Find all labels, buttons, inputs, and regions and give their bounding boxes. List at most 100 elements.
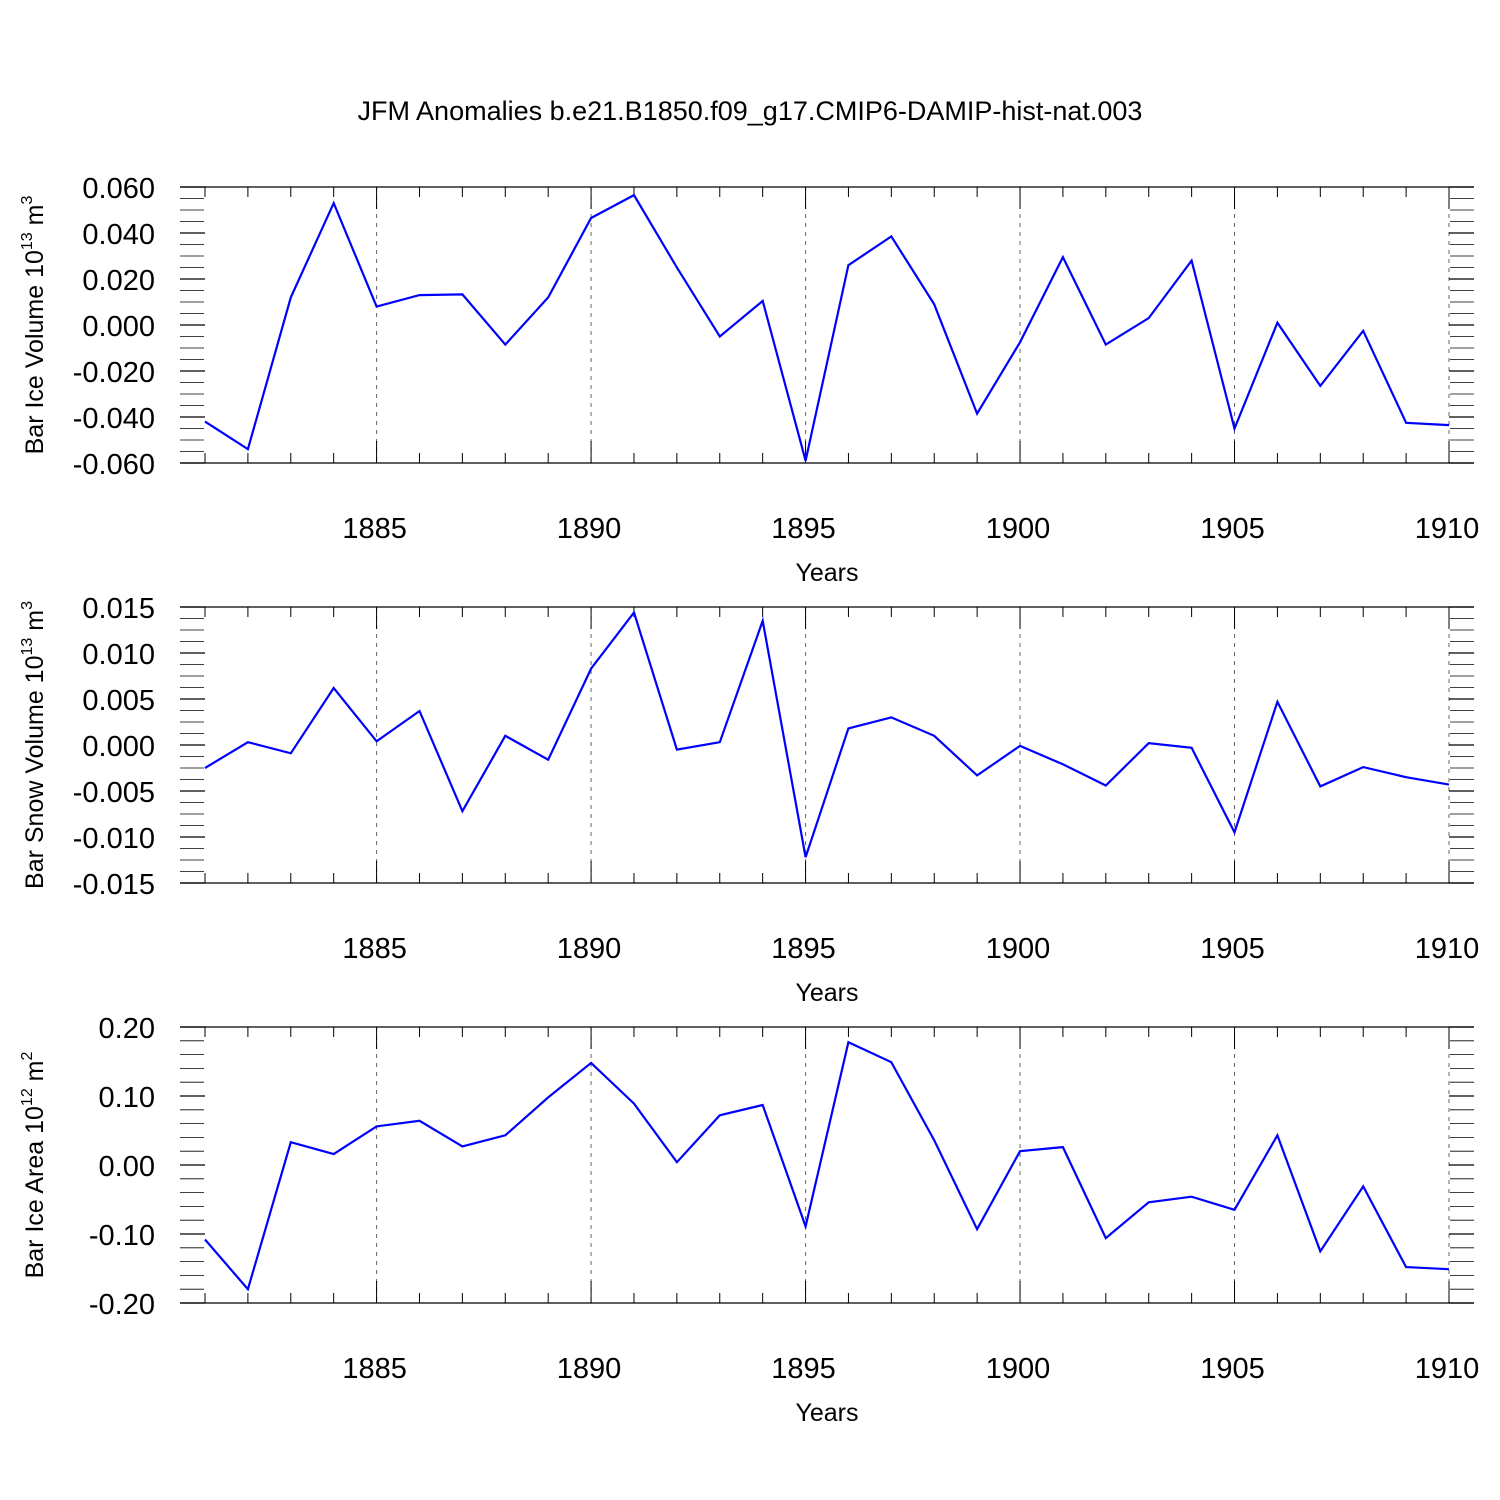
y-tick-label: 0.10 bbox=[99, 1082, 155, 1114]
data-point bbox=[890, 235, 892, 237]
x-tick-label: 1900 bbox=[986, 933, 1051, 965]
data-point bbox=[1276, 322, 1278, 324]
data-point bbox=[847, 1041, 849, 1043]
x-tick-label: 1905 bbox=[1200, 1353, 1265, 1385]
x-tick-label: 1910 bbox=[1415, 1353, 1480, 1385]
y-tick-label: -0.060 bbox=[73, 449, 155, 481]
x-tick-label: 1910 bbox=[1415, 513, 1480, 545]
data-point bbox=[1362, 766, 1364, 768]
data-point bbox=[247, 741, 249, 743]
data-point bbox=[1234, 831, 1236, 833]
data-point bbox=[590, 1062, 592, 1064]
y-tick-label: -0.015 bbox=[73, 869, 155, 901]
data-point bbox=[547, 1096, 549, 1098]
x-axis-label: Years bbox=[795, 1399, 858, 1427]
data-point bbox=[1105, 1237, 1107, 1239]
data-point bbox=[376, 740, 378, 742]
data-point bbox=[461, 810, 463, 812]
data-point bbox=[547, 759, 549, 761]
y-tick-label: -0.020 bbox=[73, 357, 155, 389]
data-point bbox=[633, 1103, 635, 1105]
data-point bbox=[1362, 1185, 1364, 1187]
y-tick-label: 0.20 bbox=[99, 1013, 155, 1045]
x-tick-label: 1895 bbox=[771, 513, 836, 545]
data-point bbox=[1019, 341, 1021, 343]
data-point bbox=[1448, 424, 1450, 426]
data-point bbox=[504, 344, 506, 346]
series-line bbox=[204, 1040, 1450, 1292]
data-point bbox=[976, 1228, 978, 1230]
data-point bbox=[1319, 785, 1321, 787]
data-point bbox=[376, 306, 378, 308]
y-tick-label: -0.010 bbox=[73, 823, 155, 855]
data-point bbox=[590, 217, 592, 219]
data-point bbox=[547, 296, 549, 298]
data-point bbox=[933, 1139, 935, 1141]
y-tick-label: 0.00 bbox=[99, 1151, 155, 1183]
data-point bbox=[890, 716, 892, 718]
x-tick-label: 1885 bbox=[342, 513, 407, 545]
y-tick-label: 0.000 bbox=[82, 311, 155, 343]
chart-panel-2: -0.015 -0.010 -0.005 0.000 0.005 0.010 0.015 18… bbox=[19, 593, 1479, 1007]
y-axis-label: Bar Ice Area 1012 m2 bbox=[19, 1052, 49, 1279]
data-point bbox=[333, 687, 335, 689]
x-tick-label: 1890 bbox=[557, 513, 622, 545]
data-point bbox=[1019, 1150, 1021, 1152]
data-point bbox=[1105, 344, 1107, 346]
data-point bbox=[1405, 422, 1407, 424]
x-tick-label: 1905 bbox=[1200, 513, 1265, 545]
data-point bbox=[1276, 701, 1278, 703]
x-tick-label: 1900 bbox=[986, 1353, 1051, 1385]
y-tick-label: -0.10 bbox=[89, 1220, 155, 1252]
data-point bbox=[1362, 330, 1364, 332]
y-tick-label: 0.010 bbox=[82, 639, 155, 671]
x-tick-label: 1905 bbox=[1200, 933, 1265, 965]
data-point bbox=[461, 1145, 463, 1147]
data-point bbox=[1191, 1196, 1193, 1198]
data-point bbox=[504, 735, 506, 737]
data-point bbox=[1019, 745, 1021, 747]
x-tick-label: 1890 bbox=[557, 1353, 622, 1385]
data-point bbox=[847, 264, 849, 266]
page-title: JFM Anomalies b.e21.B1850.f09_g17.CMIP6-… bbox=[357, 96, 1143, 126]
series-line bbox=[204, 610, 1450, 858]
data-point bbox=[1062, 763, 1064, 765]
data-point bbox=[933, 303, 935, 305]
data-point bbox=[762, 620, 764, 622]
y-tick-label: 0.005 bbox=[82, 685, 155, 717]
data-point bbox=[1148, 742, 1150, 744]
data-point bbox=[333, 202, 335, 204]
chart-panel-1: -0.060 -0.040 -0.020 0.000 0.020 0.040 0.060 18… bbox=[19, 173, 1479, 587]
data-point bbox=[418, 294, 420, 296]
data-point bbox=[1062, 1146, 1064, 1148]
data-point bbox=[290, 752, 292, 754]
y-axis-label: Bar Ice Volume 1013 m3 bbox=[19, 196, 49, 455]
y-tick-label: 0.060 bbox=[82, 173, 155, 205]
data-point bbox=[290, 1141, 292, 1143]
data-point bbox=[376, 1125, 378, 1127]
data-point bbox=[1448, 784, 1450, 786]
data-point bbox=[890, 1061, 892, 1063]
y-tick-label: -0.040 bbox=[73, 403, 155, 435]
data-point bbox=[1148, 1201, 1150, 1203]
data-point bbox=[247, 448, 249, 450]
data-point bbox=[633, 612, 635, 614]
y-tick-label: 0.000 bbox=[82, 731, 155, 763]
data-point bbox=[633, 194, 635, 196]
x-tick-label: 1890 bbox=[557, 933, 622, 965]
data-point bbox=[1319, 385, 1321, 387]
data-point bbox=[847, 727, 849, 729]
data-point bbox=[762, 300, 764, 302]
series-line bbox=[204, 193, 1450, 461]
data-point bbox=[1319, 1250, 1321, 1252]
y-tick-label: 0.040 bbox=[82, 219, 155, 251]
data-point bbox=[719, 1114, 721, 1116]
data-point bbox=[418, 710, 420, 712]
data-point bbox=[1191, 260, 1193, 262]
data-point bbox=[976, 413, 978, 415]
data-point bbox=[204, 1239, 206, 1241]
x-tick-label: 1900 bbox=[986, 513, 1051, 545]
data-point bbox=[204, 421, 206, 423]
y-tick-label: 0.020 bbox=[82, 265, 155, 297]
data-point bbox=[418, 1120, 420, 1122]
